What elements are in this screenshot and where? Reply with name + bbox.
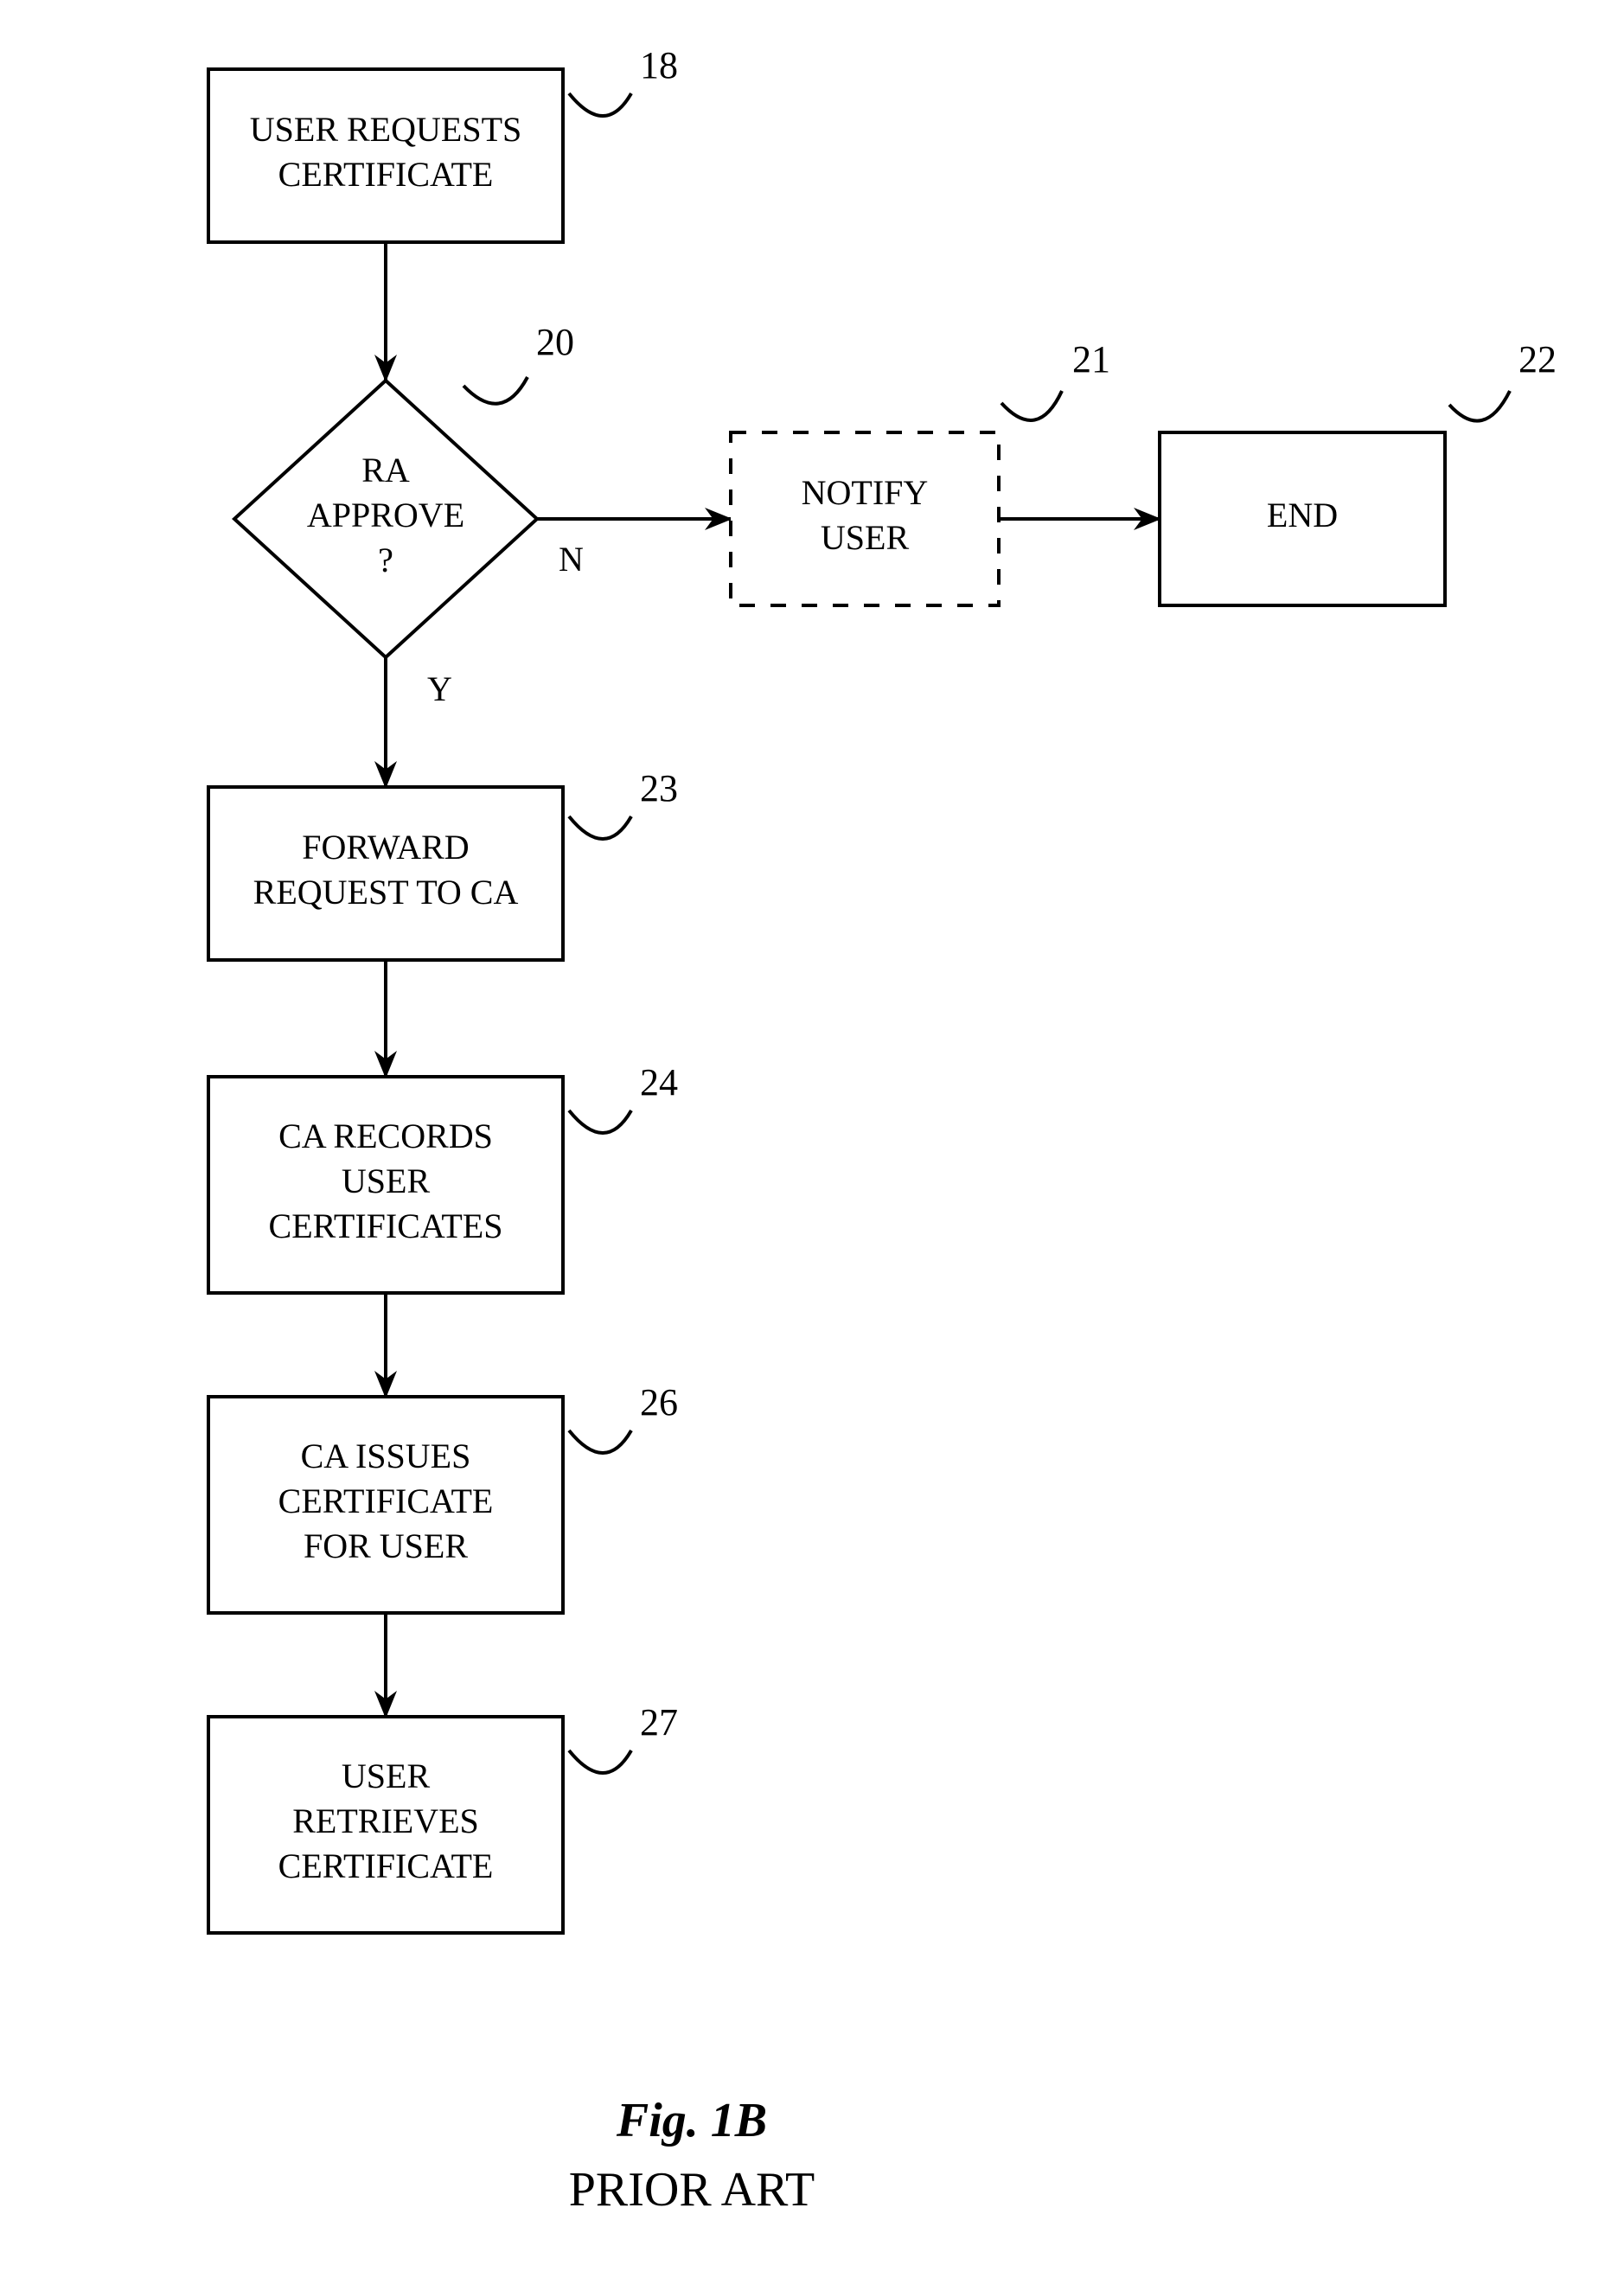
node-text-line: ? bbox=[378, 541, 393, 579]
reference-leader bbox=[1449, 391, 1510, 421]
node-text-line: FOR USER bbox=[304, 1526, 468, 1565]
node-text-line: USER bbox=[821, 518, 910, 557]
edge-label: N bbox=[559, 540, 584, 579]
node-text-line: RETRIEVES bbox=[292, 1801, 479, 1840]
reference-number: 18 bbox=[640, 44, 678, 86]
node-text-line: CA RECORDS bbox=[278, 1117, 493, 1155]
reference-leader bbox=[464, 377, 527, 404]
reference-number: 26 bbox=[640, 1381, 678, 1424]
reference-leader bbox=[569, 93, 631, 116]
reference-number: 21 bbox=[1072, 338, 1110, 381]
node-text-line: RA bbox=[361, 451, 410, 490]
reference-leader bbox=[569, 1750, 631, 1773]
reference-number: 20 bbox=[536, 321, 574, 363]
node-text-line: USER REQUESTS bbox=[250, 110, 522, 149]
node-text-line: END bbox=[1267, 496, 1338, 534]
reference-leader bbox=[569, 1110, 631, 1133]
reference-leader bbox=[1001, 391, 1062, 420]
node-text-line: NOTIFY bbox=[802, 473, 929, 512]
figure-caption-title: Fig. 1B bbox=[616, 2094, 767, 2147]
node-text-line: CA ISSUES bbox=[301, 1437, 471, 1475]
figure-caption-subtitle: PRIOR ART bbox=[569, 2163, 815, 2217]
reference-number: 23 bbox=[640, 767, 678, 809]
node-text-line: CERTIFICATES bbox=[269, 1206, 503, 1245]
node-text-line: CERTIFICATE bbox=[278, 1481, 494, 1520]
flowchart-svg: Y N USER REQUESTS CERTIFICATE 18 RA APPROVE? 20… bbox=[0, 0, 1624, 2278]
reference-number: 27 bbox=[640, 1701, 678, 1744]
reference-leader bbox=[569, 1430, 631, 1453]
node-text-line: USER bbox=[342, 1161, 431, 1200]
reference-number: 24 bbox=[640, 1061, 678, 1104]
node-text-line: CERTIFICATE bbox=[278, 155, 494, 194]
node-text-line: REQUEST TO CA bbox=[253, 873, 519, 912]
reference-number: 22 bbox=[1519, 338, 1557, 381]
node-text-line: CERTIFICATE bbox=[278, 1846, 494, 1885]
node-text-line: FORWARD bbox=[302, 828, 469, 867]
reference-leader bbox=[569, 816, 631, 839]
node-text-line: USER bbox=[342, 1756, 431, 1795]
edge-label: Y bbox=[427, 669, 452, 708]
node-text-line: APPROVE bbox=[307, 496, 464, 534]
